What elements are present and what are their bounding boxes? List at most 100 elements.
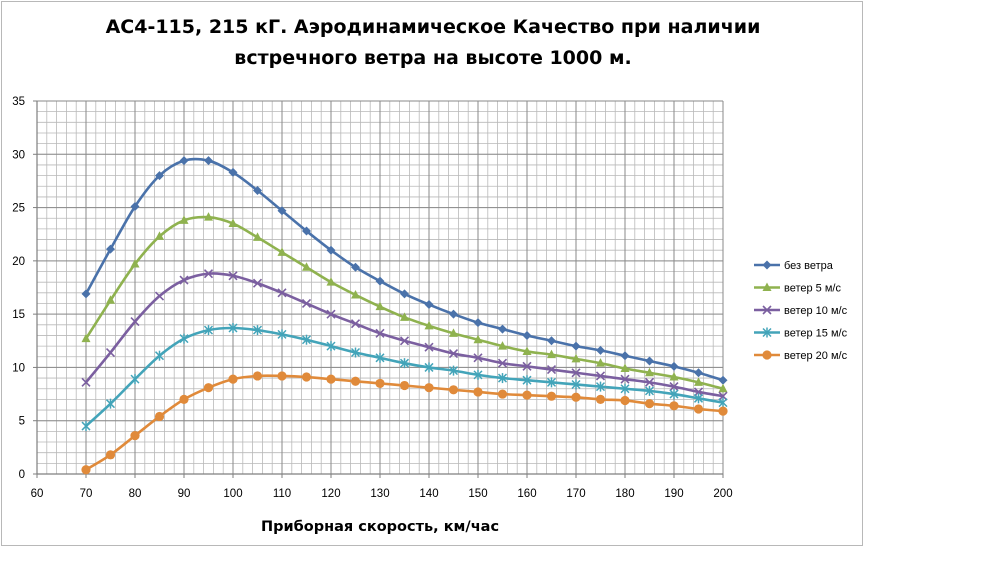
data-point [326,245,336,255]
data-point [130,317,140,327]
data-point [669,361,679,371]
data-point [228,167,238,177]
data-point [375,352,385,363]
data-point [228,374,238,384]
data-point [203,383,214,393]
data-point [473,334,483,344]
legend-label: без ветра [784,260,834,272]
x-tick-label: 60 [31,488,44,500]
data-point [130,202,140,212]
x-tick-label: 90 [178,488,191,500]
legend-item: ветер 20 м/с [754,350,848,362]
data-point [399,380,410,391]
data-point [645,356,654,366]
chart-title-line-1: АС4-115, 215 кГ. Аэродинамическое Качест… [105,16,761,38]
x-tick-label: 170 [566,488,585,500]
series-2 [81,212,728,393]
x-tick-label: 70 [80,488,93,500]
data-point [81,421,91,432]
x-tick-label: 150 [468,488,487,500]
data-point [448,385,459,395]
data-point [400,289,409,299]
data-point [326,277,336,286]
y-tick-label: 15 [12,309,25,321]
data-point [179,333,189,344]
data-point [595,381,606,392]
data-point [449,309,458,319]
y-tick-label: 10 [12,362,25,374]
data-point [522,330,532,340]
data-point [620,363,630,372]
data-point [694,368,703,378]
grid [36,100,724,475]
data-point [399,358,410,369]
data-point [105,398,116,409]
data-point [252,371,263,381]
series-group [81,156,728,475]
data-point [400,312,409,321]
data-point [762,260,772,270]
data-point [546,391,557,401]
x-tick-label: 180 [615,488,634,500]
data-point [81,289,91,299]
x-tick-label: 140 [419,488,438,500]
x-tick-label: 200 [713,488,732,500]
data-point [497,373,508,384]
data-point [669,372,679,381]
data-point [302,226,311,236]
data-point [762,282,772,291]
x-tick-label: 110 [273,488,291,500]
data-point [718,406,728,416]
x-axis-label: Приборная скорость, км/час [261,519,499,535]
series-1 [81,156,728,385]
data-point [277,371,287,381]
y-tick-label: 5 [19,416,25,428]
data-point [130,374,140,385]
data-point [669,401,679,411]
data-point [155,171,164,181]
chart-title-line-2: встречного ветра на высоте 1000 м. [234,47,632,69]
data-point [424,300,434,310]
data-point [522,390,532,400]
data-point [424,362,434,373]
data-point [253,186,262,196]
data-point [547,336,556,346]
data-point [473,318,483,328]
y-tick-labels: 0 5 10 15 20 25 30 35 [12,96,25,481]
data-point [595,394,606,404]
data-point [762,327,772,338]
legend-label: ветер 5 м/с [784,283,841,295]
data-point [106,295,115,304]
data-point [326,309,336,319]
data-point [81,377,91,387]
legend-label: ветер 20 м/с [784,350,848,362]
data-point [252,325,263,336]
x-tick-label: 130 [370,488,389,500]
data-point [179,215,189,224]
y-tick-label: 30 [12,149,25,161]
data-point [498,324,507,334]
data-point [644,385,655,396]
data-point [497,389,508,399]
data-point [130,259,140,268]
legend: без ветра ветер 5 м/с ветер 10 м/с ветер 15… [754,260,848,362]
data-point [596,358,605,367]
data-point [595,371,606,381]
legend-item: ветер 10 м/с [754,305,848,317]
data-point [571,353,581,363]
data-point [620,395,630,406]
legend-item: ветер 15 м/с [754,327,848,340]
data-point [694,377,703,386]
y-tick-label: 25 [12,203,25,215]
y-tick-label: 35 [12,96,25,108]
data-point [669,382,679,392]
data-point [228,218,238,228]
data-point [497,358,508,368]
data-point [350,376,361,386]
data-point [473,353,483,363]
series-3 [81,269,728,401]
data-point [718,397,728,408]
data-point [762,305,772,315]
data-point [718,375,728,385]
